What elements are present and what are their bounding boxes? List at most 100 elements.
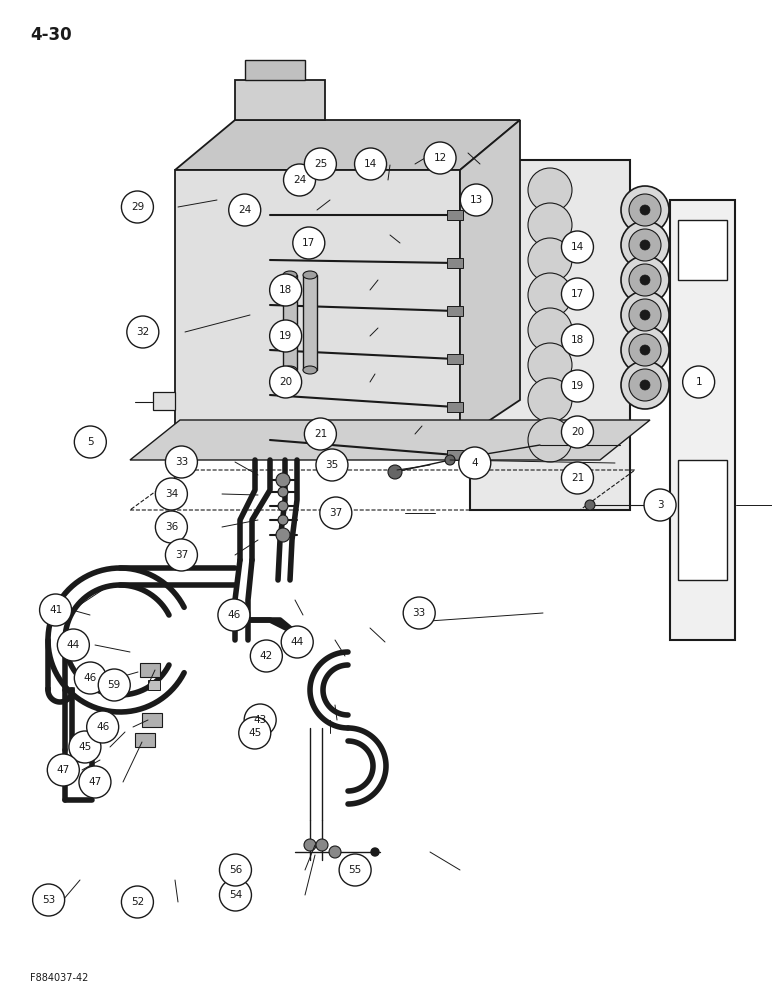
Polygon shape	[678, 220, 727, 280]
Bar	[135, 733, 155, 747]
Circle shape	[269, 366, 302, 398]
Circle shape	[528, 418, 572, 462]
Text: 17: 17	[571, 289, 584, 299]
Bar	[140, 663, 160, 677]
Circle shape	[682, 366, 715, 398]
Circle shape	[69, 731, 101, 763]
Circle shape	[621, 221, 669, 269]
Text: 5: 5	[87, 437, 93, 447]
Bar	[447, 402, 463, 412]
Ellipse shape	[303, 366, 317, 374]
Text: 52: 52	[130, 897, 144, 907]
Circle shape	[561, 462, 594, 494]
Polygon shape	[460, 120, 520, 440]
Circle shape	[155, 511, 188, 543]
Circle shape	[269, 320, 302, 352]
Text: 18: 18	[571, 335, 584, 345]
Circle shape	[278, 501, 288, 511]
Text: 59: 59	[107, 680, 121, 690]
Bar	[447, 210, 463, 220]
Circle shape	[528, 343, 572, 387]
Circle shape	[459, 447, 491, 479]
Text: 13: 13	[469, 195, 483, 205]
Polygon shape	[678, 460, 727, 580]
Circle shape	[528, 168, 572, 212]
Circle shape	[86, 711, 119, 743]
Circle shape	[304, 839, 316, 851]
Circle shape	[250, 640, 283, 672]
Circle shape	[339, 854, 371, 886]
Circle shape	[276, 473, 290, 487]
Bar	[447, 306, 463, 316]
Circle shape	[304, 418, 337, 450]
Text: 54: 54	[229, 890, 242, 900]
Text: 45: 45	[78, 742, 92, 752]
Circle shape	[640, 275, 650, 285]
Circle shape	[283, 164, 316, 196]
Circle shape	[528, 308, 572, 352]
Text: 21: 21	[571, 473, 584, 483]
Text: 12: 12	[433, 153, 447, 163]
Text: 56: 56	[229, 865, 242, 875]
Text: 35: 35	[325, 460, 339, 470]
Circle shape	[403, 597, 435, 629]
Circle shape	[388, 465, 402, 479]
Circle shape	[629, 334, 661, 366]
Text: 19: 19	[571, 381, 584, 391]
Circle shape	[74, 662, 107, 694]
Circle shape	[39, 594, 72, 626]
Circle shape	[561, 324, 594, 356]
Circle shape	[460, 184, 493, 216]
Text: 41: 41	[49, 605, 63, 615]
Bar	[283, 275, 297, 370]
Ellipse shape	[283, 366, 297, 374]
Circle shape	[165, 539, 198, 571]
Circle shape	[98, 669, 130, 701]
Bar	[303, 275, 317, 370]
Circle shape	[528, 238, 572, 282]
Circle shape	[354, 148, 387, 180]
Circle shape	[281, 626, 313, 658]
Text: 17: 17	[302, 238, 316, 248]
Text: F884037-42: F884037-42	[30, 973, 88, 983]
Circle shape	[229, 194, 261, 226]
Circle shape	[304, 148, 337, 180]
Circle shape	[316, 449, 348, 481]
Text: 55: 55	[348, 865, 362, 875]
Circle shape	[640, 240, 650, 250]
Text: 29: 29	[130, 202, 144, 212]
Circle shape	[278, 515, 288, 525]
Circle shape	[629, 194, 661, 226]
Text: 19: 19	[279, 331, 293, 341]
Text: 45: 45	[248, 728, 262, 738]
Circle shape	[640, 205, 650, 215]
Circle shape	[621, 256, 669, 304]
Circle shape	[276, 528, 290, 542]
Text: 46: 46	[83, 673, 97, 683]
Circle shape	[127, 316, 159, 348]
Text: 4: 4	[472, 458, 478, 468]
Text: 3: 3	[657, 500, 663, 510]
Circle shape	[219, 854, 252, 886]
Bar	[148, 680, 160, 690]
Text: 47: 47	[88, 777, 102, 787]
Polygon shape	[175, 120, 520, 170]
Text: 32: 32	[136, 327, 150, 337]
Text: 44: 44	[290, 637, 304, 647]
Circle shape	[218, 599, 250, 631]
Text: 21: 21	[313, 429, 327, 439]
Circle shape	[371, 848, 379, 856]
Ellipse shape	[283, 271, 297, 279]
Circle shape	[629, 229, 661, 261]
Polygon shape	[130, 420, 650, 460]
Bar	[447, 450, 463, 460]
Text: 25: 25	[313, 159, 327, 169]
Polygon shape	[245, 60, 305, 80]
Text: 42: 42	[259, 651, 273, 661]
Circle shape	[528, 378, 572, 422]
Text: 34: 34	[164, 489, 178, 499]
Circle shape	[32, 884, 65, 916]
Polygon shape	[175, 170, 460, 440]
Circle shape	[219, 879, 252, 911]
Circle shape	[585, 500, 595, 510]
